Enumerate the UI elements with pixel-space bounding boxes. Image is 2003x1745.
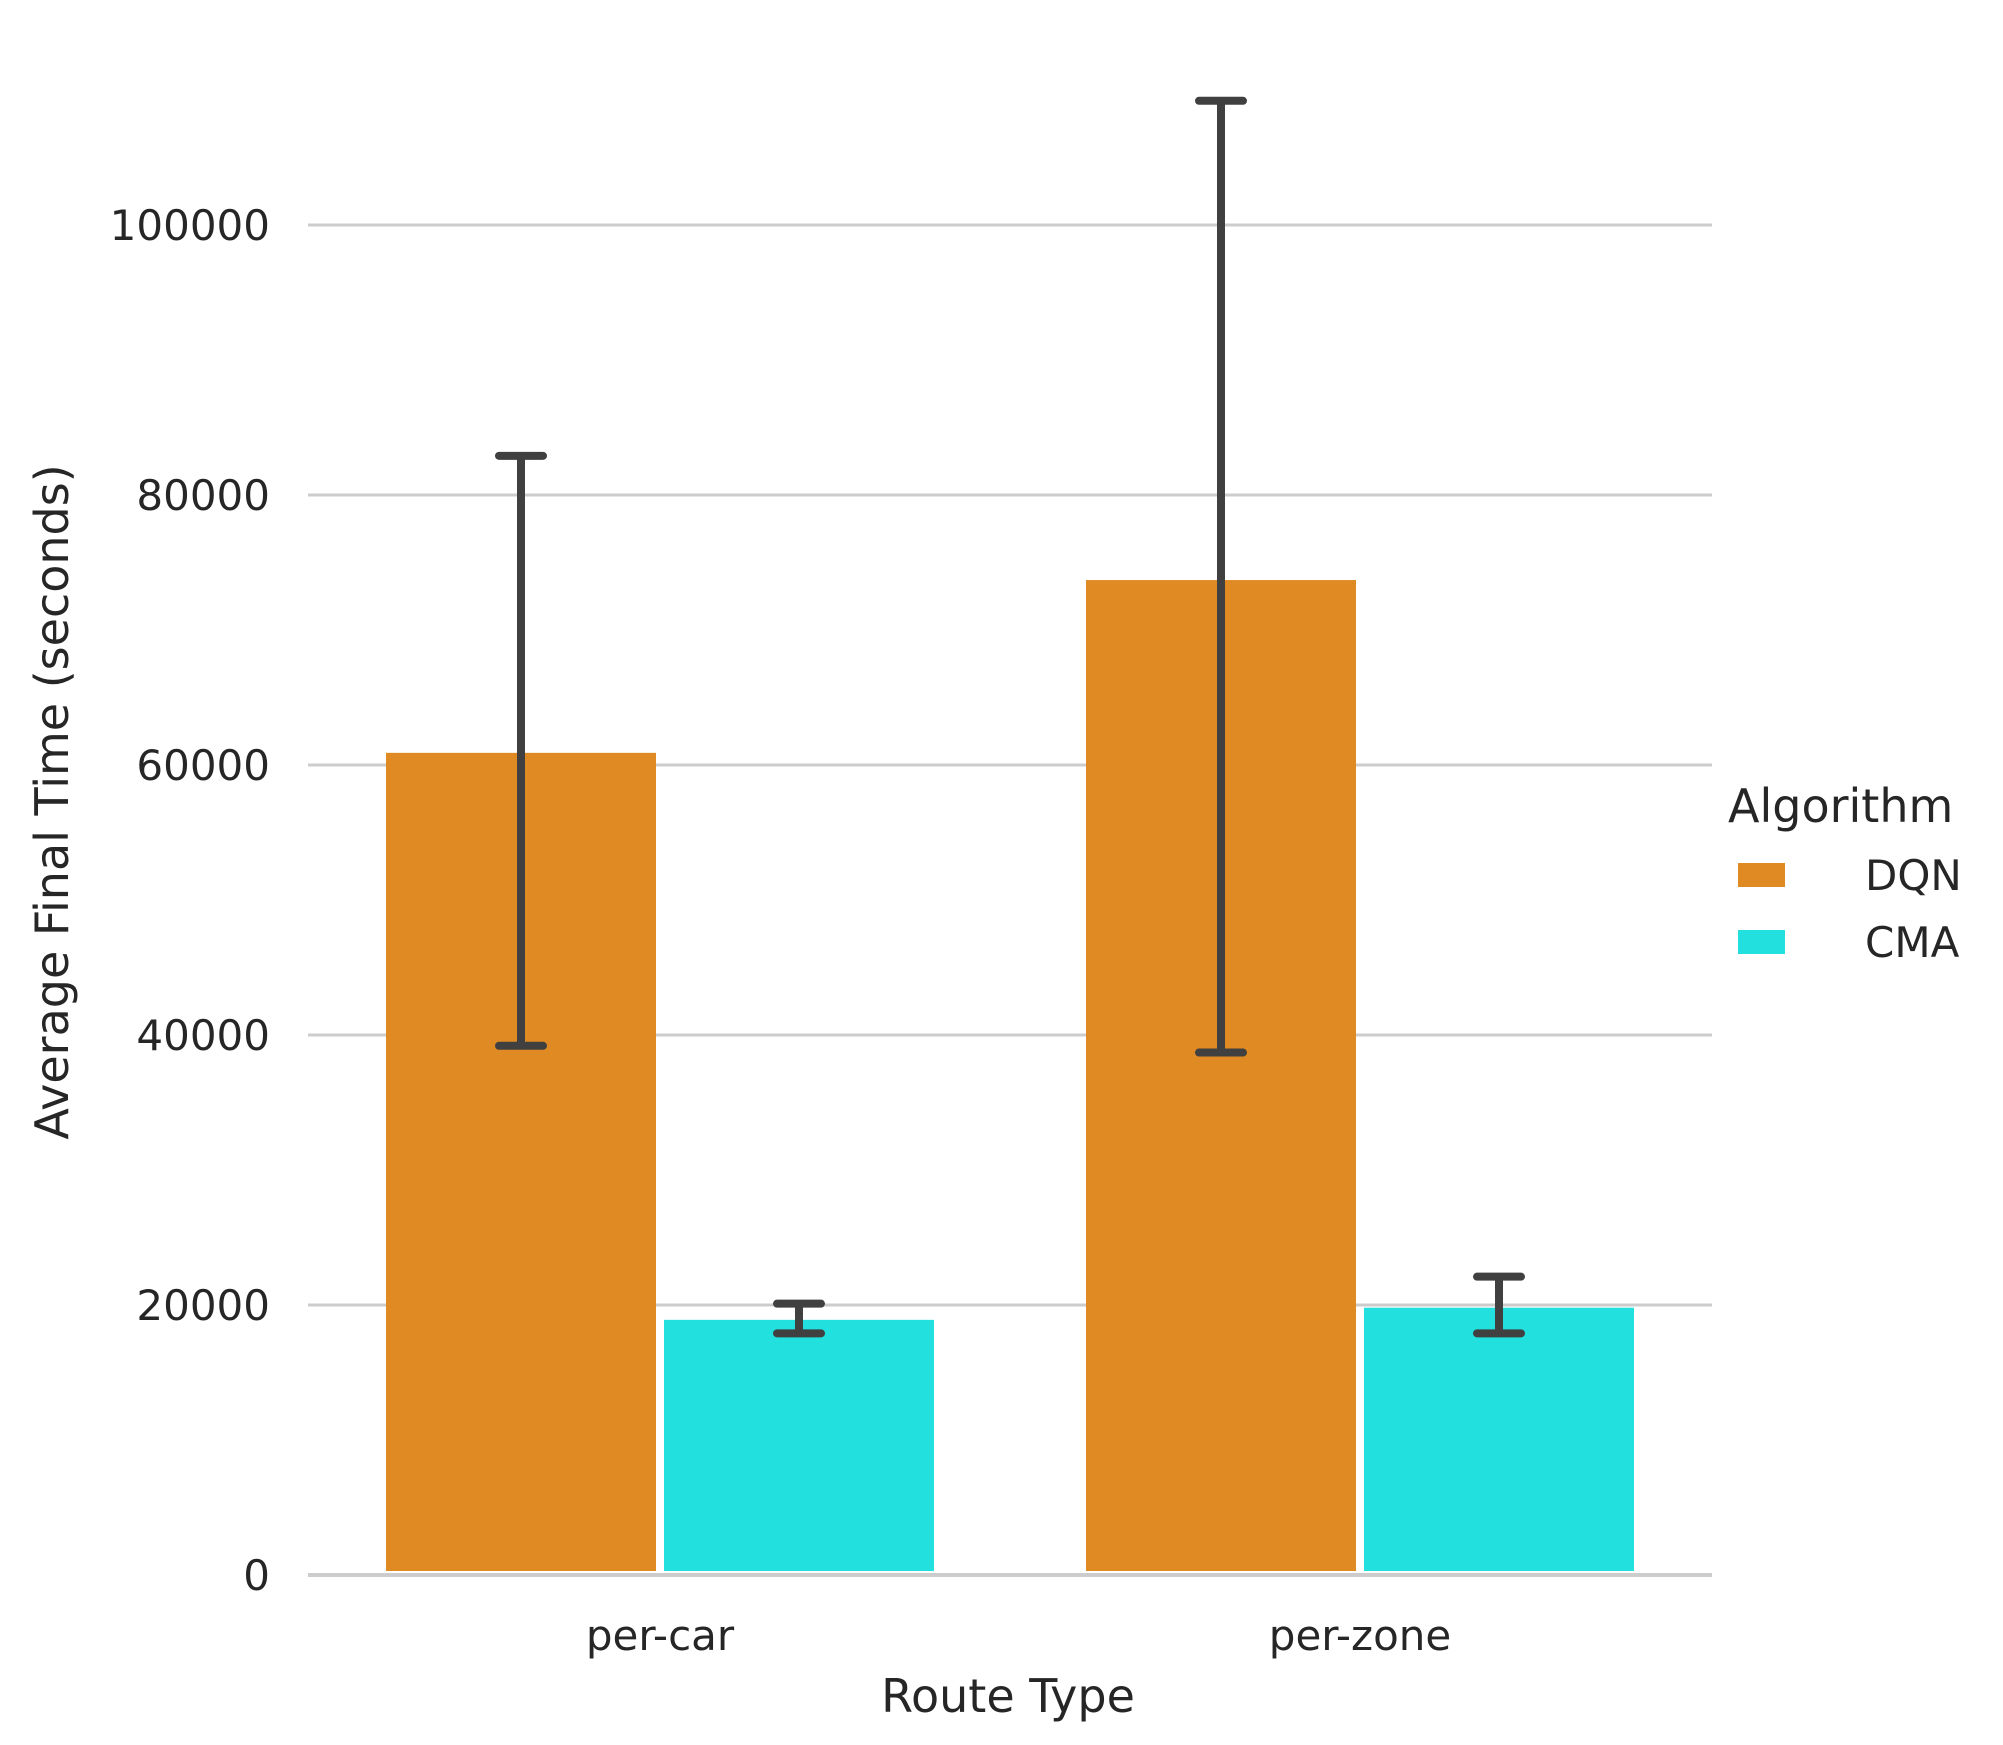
- legend-label-dqn: DQN: [1865, 851, 1962, 900]
- x-axis-title: Route Type: [881, 1669, 1135, 1723]
- legend: Algorithm DQN CMA: [1728, 779, 1962, 967]
- y-tick-label: 80000: [136, 471, 270, 520]
- y-axis-title: Average Final Time (seconds): [25, 464, 79, 1139]
- y-axis-ticks: 0 20000 40000 60000 80000 100000: [110, 201, 270, 1600]
- bars: [386, 580, 1634, 1571]
- legend-swatch-cma: [1738, 930, 1785, 954]
- y-tick-label: 40000: [136, 1011, 270, 1060]
- x-tick-label: per-car: [586, 1611, 735, 1660]
- bar-cma-per-zone: [1364, 1307, 1634, 1571]
- y-tick-label: 100000: [110, 201, 270, 250]
- y-tick-label: 60000: [136, 741, 270, 790]
- legend-label-cma: CMA: [1865, 918, 1960, 967]
- x-tick-label: per-zone: [1269, 1611, 1451, 1660]
- y-tick-label: 20000: [136, 1281, 270, 1330]
- legend-title: Algorithm: [1728, 779, 1953, 833]
- x-axis-ticks: per-car per-zone: [586, 1611, 1451, 1660]
- error-bars: [495, 96, 1525, 1338]
- legend-swatch-dqn: [1738, 863, 1785, 887]
- y-tick-label: 0: [243, 1551, 270, 1600]
- bar-cma-per-car: [664, 1319, 934, 1571]
